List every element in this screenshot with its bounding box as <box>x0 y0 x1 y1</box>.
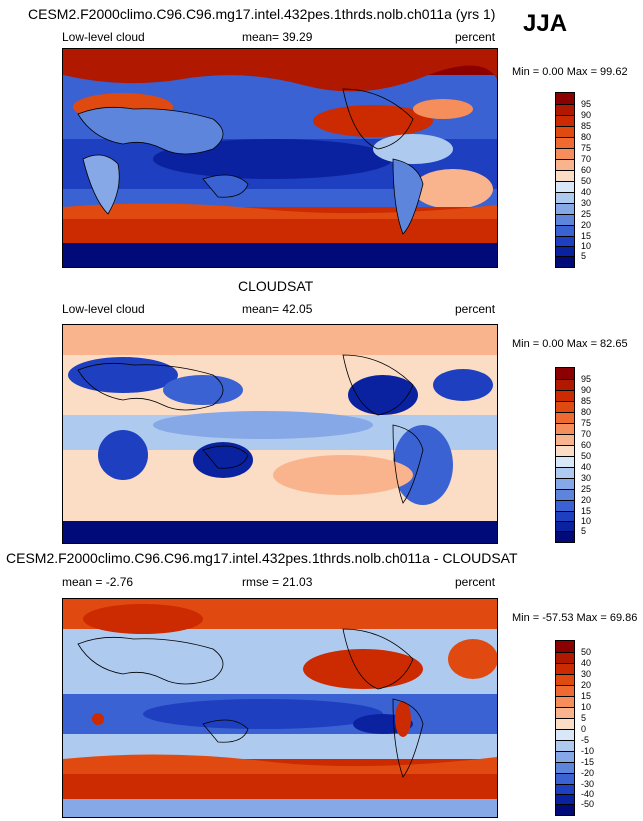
panel2-units-label: percent <box>455 302 496 316</box>
cbar-tick: 90 <box>581 110 592 120</box>
cbar-tick: 10 <box>581 516 592 526</box>
panel1-colorbar <box>555 92 575 268</box>
cbar-tick: 5 <box>581 526 587 536</box>
cbar-tick: 80 <box>581 407 592 417</box>
season-label: JJA <box>523 10 568 37</box>
cbar-tick: 50 <box>581 176 592 186</box>
cbar-tick: 20 <box>581 680 592 690</box>
cbar-tick: 15 <box>581 506 592 516</box>
cbar-tick: 40 <box>581 658 592 668</box>
cbar-tick: 85 <box>581 121 592 131</box>
cbar-tick: -15 <box>581 757 595 767</box>
cbar-tick: 40 <box>581 187 592 197</box>
panel3-colorbar <box>555 640 575 816</box>
panel2-map <box>62 324 498 544</box>
panel2-minmax: Min = 0.00 Max = 82.65 <box>512 338 628 350</box>
cbar-tick: -10 <box>581 746 595 756</box>
cbar-tick: 30 <box>581 198 592 208</box>
cbar-tick: 40 <box>581 462 592 472</box>
panel2-title: CLOUDSAT <box>238 278 314 294</box>
cbar-tick: 60 <box>581 440 592 450</box>
cbar-tick: 15 <box>581 231 592 241</box>
panel3-mean-label: mean = -2.76 <box>62 575 134 589</box>
panel1-mean-label: mean= 39.29 <box>242 30 313 44</box>
cbar-tick: 25 <box>581 484 592 494</box>
panel2-colorbar <box>555 367 575 543</box>
panel2-mean-label: mean= 42.05 <box>242 302 313 316</box>
panel3-minmax: Min = -57.53 Max = 69.86 <box>512 612 638 624</box>
cbar-tick: 50 <box>581 647 592 657</box>
cbar-tick: 30 <box>581 669 592 679</box>
cbar-tick: 70 <box>581 154 592 164</box>
cbar-tick: 5 <box>581 713 587 723</box>
panel1-variable-label: Low-level cloud <box>62 30 145 44</box>
cbar-tick: 60 <box>581 165 592 175</box>
panel3-rmse-label: rmse = 21.03 <box>242 575 313 589</box>
cbar-tick: 75 <box>581 143 592 153</box>
cbar-tick: 0 <box>581 724 587 734</box>
panel1-minmax: Min = 0.00 Max = 99.62 <box>512 66 628 78</box>
cbar-tick: -30 <box>581 779 595 789</box>
panel1-title: CESM2.F2000climo.C96.C96.mg17.intel.432p… <box>28 6 496 22</box>
panel3-units-label: percent <box>455 575 496 589</box>
cbar-tick: 10 <box>581 702 592 712</box>
cbar-tick: 95 <box>581 374 592 384</box>
cbar-tick: 95 <box>581 99 592 109</box>
panel2-variable-label: Low-level cloud <box>62 302 145 316</box>
cbar-tick: 30 <box>581 473 592 483</box>
cbar-tick: 50 <box>581 451 592 461</box>
cbar-tick: -20 <box>581 768 595 778</box>
cbar-tick: 20 <box>581 220 592 230</box>
cbar-tick: -40 <box>581 789 595 799</box>
cbar-tick: 90 <box>581 385 592 395</box>
cbar-tick: 20 <box>581 495 592 505</box>
panel1-map <box>62 48 498 268</box>
cbar-tick: 75 <box>581 418 592 428</box>
cbar-tick: 15 <box>581 691 592 701</box>
cbar-tick: 25 <box>581 209 592 219</box>
panel3-title: CESM2.F2000climo.C96.C96.mg17.intel.432p… <box>6 550 518 566</box>
cbar-tick: 85 <box>581 396 592 406</box>
cbar-tick: -5 <box>581 735 590 745</box>
cbar-tick: 5 <box>581 251 587 261</box>
cbar-tick: 80 <box>581 132 592 142</box>
panel1-units-label: percent <box>455 30 496 44</box>
panel3-map <box>62 598 498 818</box>
cbar-tick: 70 <box>581 429 592 439</box>
cbar-tick: -50 <box>581 799 595 809</box>
cbar-tick: 10 <box>581 241 592 251</box>
